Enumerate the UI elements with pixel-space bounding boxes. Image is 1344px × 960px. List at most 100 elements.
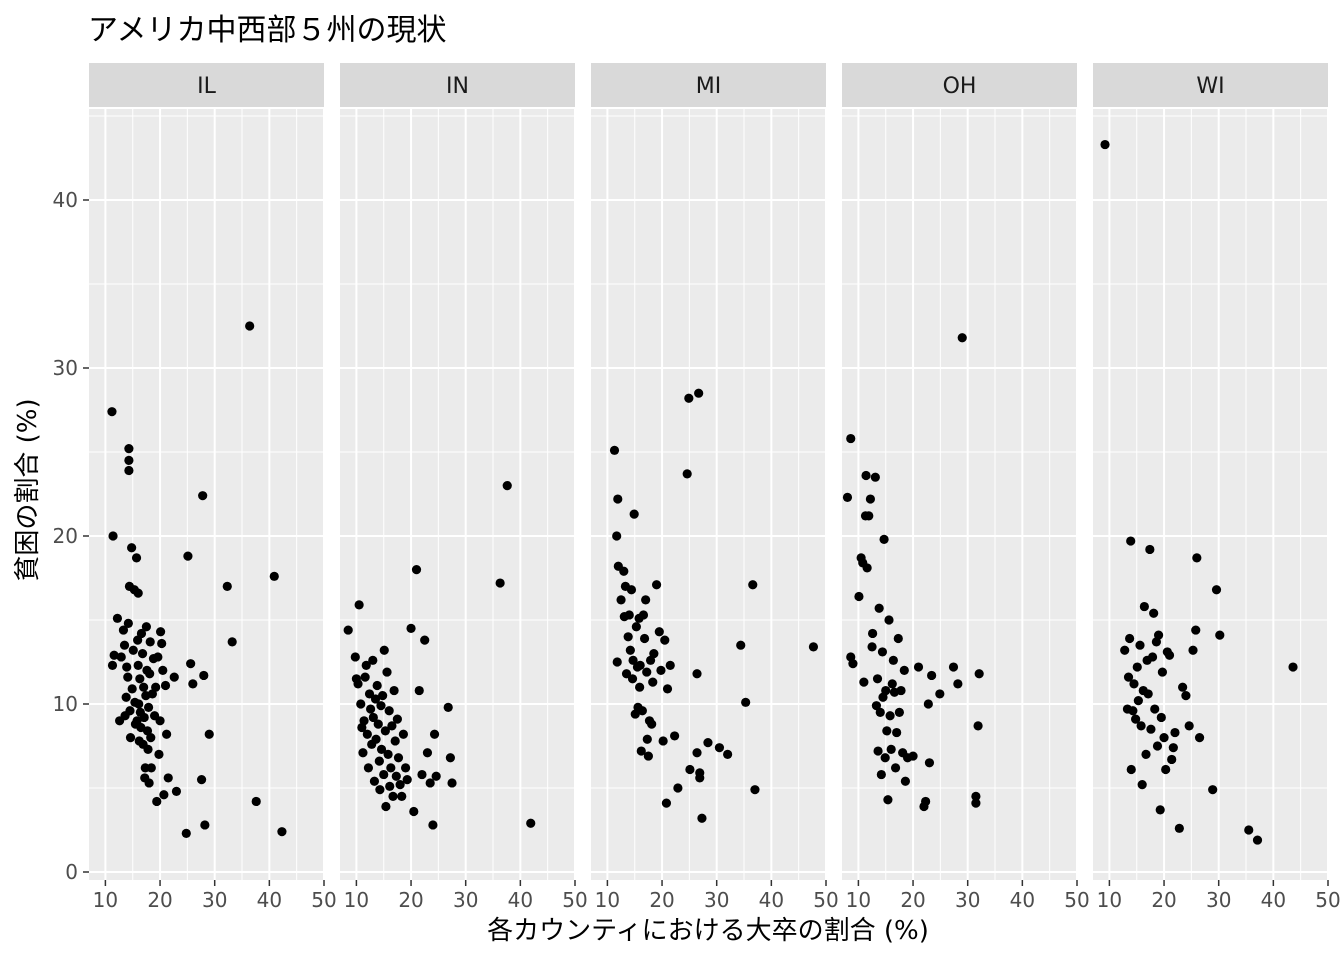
data-point [957, 333, 967, 343]
data-point [199, 670, 209, 681]
data-point [871, 701, 882, 711]
data-point [160, 680, 171, 691]
data-point [685, 764, 695, 775]
data-point [697, 813, 707, 823]
data-point [1192, 553, 1202, 563]
data-point [366, 704, 376, 714]
data-point [673, 783, 683, 793]
data-point [1184, 721, 1194, 731]
data-point [362, 729, 372, 739]
data-point [350, 652, 360, 662]
data-point [624, 610, 634, 620]
data-point [1211, 585, 1222, 595]
data-point [874, 603, 884, 613]
data-point [921, 796, 931, 807]
data-point [146, 733, 156, 743]
data-point [894, 707, 904, 718]
x-tick-label: 50 [813, 888, 838, 912]
data-point [379, 769, 389, 780]
data-point [1178, 682, 1188, 692]
y-axis: 0 10 20 30 40 [53, 188, 89, 884]
x-tick-label: 30 [202, 888, 227, 912]
data-point [360, 672, 370, 682]
data-point [662, 684, 673, 694]
data-point [854, 591, 864, 602]
data-point [141, 622, 151, 632]
data-point [627, 674, 638, 684]
data-point [1125, 633, 1135, 644]
data-point [391, 771, 401, 781]
x-tick-label: 20 [649, 888, 674, 912]
data-point [380, 726, 390, 736]
data-point [400, 763, 411, 773]
data-point [1123, 672, 1134, 682]
data-point [227, 637, 237, 647]
data-point [846, 433, 856, 444]
data-point [123, 672, 133, 682]
data-point [151, 682, 161, 692]
data-point [122, 662, 132, 672]
x-tick-label: 10 [846, 888, 871, 912]
data-point [133, 588, 143, 598]
data-point [1120, 645, 1130, 655]
data-point [375, 785, 385, 795]
data-point [621, 669, 632, 679]
data-point [881, 685, 891, 696]
facet-panels: IL 10 20 30 40 50 IN 10 20 30 40 50 MI 10 20 30 40 50 OH 10… [89, 63, 1341, 912]
data-point [393, 753, 404, 763]
data-point [1159, 733, 1169, 743]
x-tick-label: 40 [1010, 888, 1035, 912]
data-point [125, 733, 136, 743]
data-point [139, 712, 149, 723]
data-point [1126, 764, 1136, 775]
data-point [1168, 743, 1178, 753]
x-tick-label: 30 [1206, 888, 1231, 912]
data-point [204, 729, 214, 739]
facet-panel-mi: MI 10 20 30 40 50 [591, 63, 839, 912]
data-point [927, 670, 937, 681]
x-tick-label: 40 [759, 888, 784, 912]
facet-strip [89, 63, 324, 107]
data-point [502, 481, 512, 491]
data-point [880, 753, 890, 763]
data-point [1143, 689, 1153, 699]
data-point [1167, 754, 1177, 765]
data-point [409, 806, 419, 817]
data-point [1100, 139, 1110, 150]
x-tick-label: 10 [595, 888, 620, 912]
data-point [155, 716, 165, 726]
data-point [402, 775, 412, 785]
x-tick-label: 20 [147, 888, 172, 912]
x-tick-label: 10 [344, 888, 369, 912]
data-point [364, 689, 375, 699]
data-point [908, 751, 918, 761]
data-point [948, 662, 959, 672]
data-point [154, 749, 164, 760]
data-point [373, 719, 383, 729]
data-point [971, 791, 981, 802]
data-point [447, 778, 457, 788]
data-point [848, 659, 858, 669]
data-point [383, 749, 393, 760]
facet-strip-label: WI [1196, 74, 1224, 99]
data-point [109, 650, 119, 660]
data-point [1208, 785, 1218, 795]
data-point [1146, 724, 1156, 734]
data-point [358, 748, 368, 758]
chart-title: アメリカ中西部５州の現状 [88, 13, 447, 48]
data-point [153, 652, 163, 662]
data-point [1252, 835, 1263, 845]
data-point [619, 566, 629, 576]
data-point [134, 699, 144, 709]
data-point [417, 769, 427, 780]
data-point [639, 633, 650, 644]
data-point [356, 699, 366, 709]
data-point [629, 509, 639, 519]
data-point [1288, 662, 1298, 672]
data-point [124, 455, 134, 465]
data-point [406, 623, 416, 634]
data-point [638, 610, 649, 620]
data-point [1133, 696, 1143, 706]
data-point [703, 738, 713, 748]
